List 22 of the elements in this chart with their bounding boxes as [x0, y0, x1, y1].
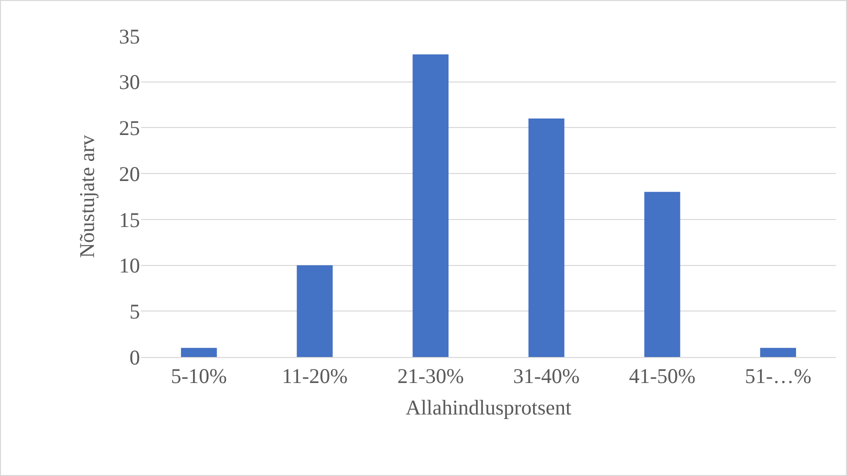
y-tick-label: 30: [119, 70, 140, 94]
x-tick-label: 41-50%: [629, 364, 696, 388]
x-axis-title: Allahindlusprotsent: [406, 395, 572, 420]
y-tick-label: 35: [119, 24, 140, 48]
x-tick-label: 11-20%: [282, 364, 348, 388]
x-tick-label: 31-40%: [513, 364, 580, 388]
y-axis-title: Nõustujate arv: [75, 134, 100, 258]
bar: [760, 348, 796, 357]
bar: [528, 118, 564, 357]
y-tick-label: 25: [119, 116, 140, 140]
y-tick-label: 0: [130, 345, 140, 370]
bar: [180, 348, 217, 357]
bar: [412, 54, 449, 357]
bar: [644, 192, 680, 357]
x-tick-label: 51-…%: [744, 364, 812, 388]
y-tick-label: 10: [119, 254, 140, 278]
y-tick-label: 20: [119, 162, 140, 186]
x-tick-label: 21-30%: [397, 364, 464, 388]
x-tick-label: 5-10%: [170, 364, 227, 388]
y-tick-label: 5: [130, 299, 140, 324]
bar: [296, 265, 333, 357]
y-tick-label: 15: [119, 208, 140, 232]
